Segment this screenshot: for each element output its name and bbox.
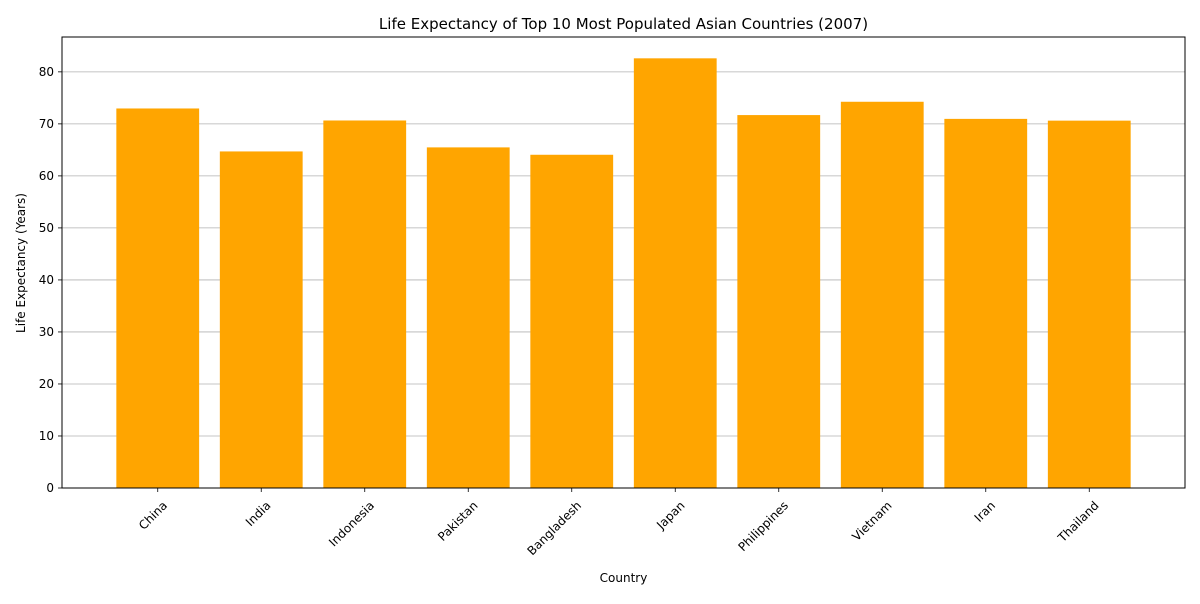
x-tick-label: Bangladesh	[524, 498, 584, 558]
bar-china	[116, 108, 200, 488]
plot-frame	[61, 36, 1186, 489]
x-tick-label: Philippines	[735, 498, 791, 554]
y-tick-label: 30	[39, 325, 54, 339]
x-tick-label: Pakistan	[435, 498, 480, 543]
x-tick-label: India	[243, 498, 274, 529]
bars	[116, 58, 1131, 489]
bar-vietnam	[840, 101, 924, 489]
x-tick-label: Vietnam	[849, 498, 894, 543]
y-tick-label: 60	[39, 169, 54, 183]
y-tick-label: 80	[39, 65, 54, 79]
bar-bangladesh	[530, 154, 614, 488]
bar-japan	[633, 58, 717, 488]
y-tick-label: 20	[39, 377, 54, 391]
y-axis-label: Life Expectancy (Years)	[14, 193, 28, 333]
x-axis-label: Country	[600, 571, 648, 585]
x-tick-label: Indonesia	[326, 498, 377, 549]
chart-title: Life Expectancy of Top 10 Most Populated…	[379, 15, 868, 33]
x-tick-label: Thailand	[1055, 498, 1102, 545]
y-tick-label: 40	[39, 273, 54, 287]
bar-philippines	[737, 115, 821, 488]
bar-thailand	[1047, 120, 1131, 488]
y-tick-label: 10	[39, 429, 54, 443]
bar-indonesia	[323, 120, 407, 488]
y-tick-label: 50	[39, 221, 54, 235]
y-tick-label: 70	[39, 117, 54, 131]
bar-india	[219, 151, 303, 488]
y-tick-label: 0	[46, 481, 54, 495]
bar-iran	[944, 118, 1028, 488]
x-tick-label: Japan	[653, 498, 687, 532]
x-tick-label: China	[136, 498, 170, 532]
bar-pakistan	[426, 147, 510, 488]
x-tick-label: Iran	[972, 498, 998, 524]
